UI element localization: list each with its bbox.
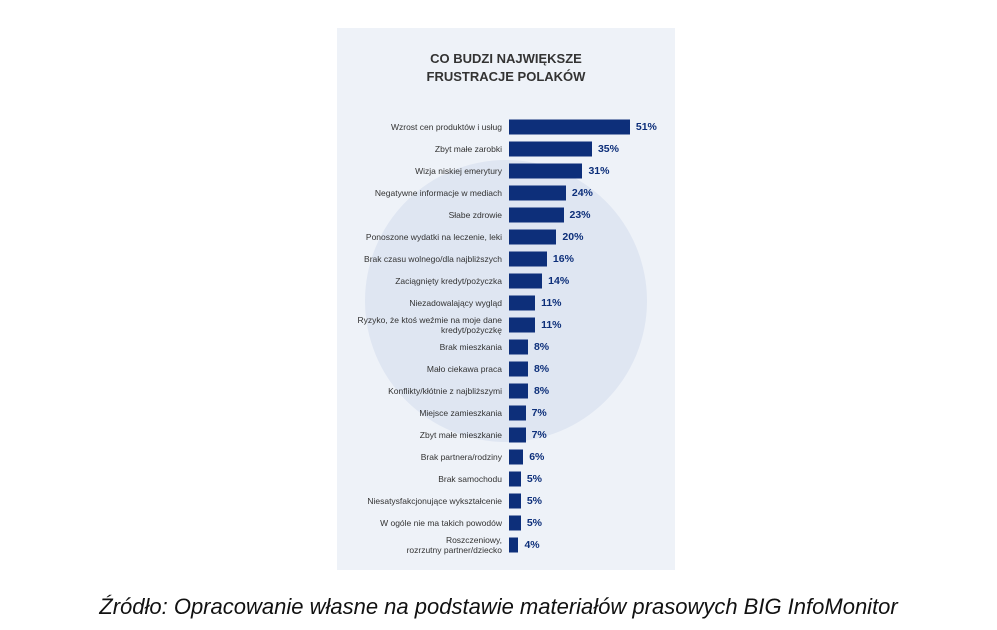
bar	[509, 141, 592, 157]
bar	[509, 449, 524, 465]
category-label: Brak mieszkania	[439, 342, 502, 352]
category-label: Roszczeniowy, rozrzutny partner/dziecko	[406, 535, 502, 555]
category-label: Brak partnera/rodziny	[420, 452, 502, 462]
bar	[509, 339, 528, 355]
bar	[509, 251, 547, 267]
value-label: 8%	[533, 341, 550, 353]
value-label: 4%	[524, 539, 540, 551]
bar	[509, 383, 528, 399]
value-label: 11%	[541, 297, 562, 309]
bar	[509, 119, 630, 135]
bar	[509, 493, 521, 509]
category-label: Zbyt małe zarobki	[434, 144, 502, 154]
bar	[509, 471, 521, 487]
value-label: 51%	[635, 121, 657, 133]
value-label: 5%	[526, 517, 543, 529]
bar	[509, 537, 519, 553]
value-label: 7%	[531, 429, 547, 441]
category-label: Brak czasu wolnego/dla najbliższych	[364, 254, 502, 264]
value-label: 16%	[552, 253, 574, 265]
value-label: 11%	[541, 319, 562, 331]
value-label: 8%	[533, 363, 550, 375]
category-label: Miejsce zamieszkania	[419, 408, 502, 418]
value-label: 20%	[562, 231, 584, 243]
bar	[509, 163, 583, 179]
value-label: 8%	[533, 385, 550, 397]
value-label: 24%	[571, 187, 593, 199]
value-label: 5%	[526, 495, 543, 507]
chart-panel: CO BUDZI NAJWIĘKSZE FRUSTRACJE POLAKÓW W…	[337, 28, 675, 570]
category-label: W ogóle nie ma takich powodów	[380, 518, 502, 528]
bar	[509, 273, 543, 289]
value-label: 35%	[597, 143, 619, 155]
category-label: Ponoszone wydatki na leczenie, leki	[365, 232, 502, 242]
category-label: Zbyt małe mieszkanie	[419, 430, 502, 440]
category-label: Konflikty/kłótnie z najbliższymi	[388, 386, 502, 396]
bar	[509, 405, 526, 421]
category-label: Ryzyko, że ktoś weźmie na moje dane kred…	[357, 315, 502, 335]
category-label: Niesatysfakcjonujące wykształcenie	[367, 496, 502, 506]
chart-title: CO BUDZI NAJWIĘKSZE FRUSTRACJE POLAKÓW	[426, 51, 586, 84]
value-label: 23%	[569, 209, 591, 221]
bar	[509, 229, 557, 245]
category-label: Negatywne informacje w mediach	[374, 188, 502, 198]
bar	[509, 427, 526, 443]
category-label: Wzrost cen produktów i usług	[390, 122, 502, 132]
background-circle	[365, 160, 647, 442]
bar	[509, 361, 528, 377]
bar	[509, 317, 536, 333]
value-label: 5%	[526, 473, 543, 485]
category-label: Niezadowalający wygląd	[409, 298, 502, 308]
category-label: Brak samochodu	[438, 474, 502, 484]
bar	[509, 207, 564, 223]
value-label: 31%	[588, 165, 610, 177]
source-caption: Źródło: Opracowanie własne na podstawie …	[99, 594, 898, 619]
category-label: Zaciągnięty kredyt/pożyczka	[395, 276, 502, 286]
category-label: Słabe zdrowie	[448, 210, 502, 220]
value-label: 14%	[548, 275, 570, 287]
bar	[509, 515, 521, 531]
category-label: Wizja niskiej emerytury	[415, 166, 502, 176]
bar	[509, 185, 566, 201]
value-label: 6%	[529, 451, 545, 463]
value-label: 7%	[531, 407, 547, 419]
category-label: Mało ciekawa praca	[426, 364, 502, 374]
bar	[509, 295, 536, 311]
